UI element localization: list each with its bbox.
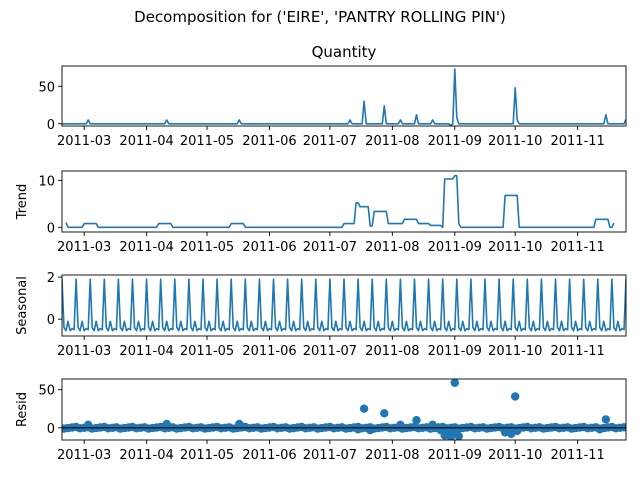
resid-point: [448, 428, 457, 437]
x-tick-label: 2011-07: [303, 448, 357, 463]
x-tick-label: 2011-03: [57, 344, 111, 359]
x-tick-label: 2011-08: [365, 134, 419, 149]
seasonal-line: [62, 278, 626, 332]
x-tick-label: 2011-04: [119, 134, 173, 149]
x-tick-label: 2011-10: [488, 240, 542, 255]
x-tick-label: 2011-04: [119, 448, 173, 463]
x-tick-label: 2011-04: [119, 240, 173, 255]
axes-frame: [61, 170, 627, 233]
y-tick-label: 2: [47, 271, 55, 286]
x-tick-label: 2011-07: [303, 344, 357, 359]
y-axis-label: Resid: [15, 392, 30, 427]
resid-point: [235, 419, 244, 429]
x-tick-label: 2011-06: [242, 344, 296, 359]
resid-point: [450, 379, 459, 387]
x-tick-label: 2011-10: [488, 448, 542, 463]
resid-point: [84, 420, 93, 429]
resid-point: [513, 426, 522, 436]
x-tick-label: 2011-08: [365, 240, 419, 255]
axes-frame: [61, 274, 627, 337]
resid-panel: Resid 0 50 2011-03 2011-04 2011-05 2011-06 2011…: [15, 378, 627, 463]
x-tick-label: 2011-09: [428, 240, 482, 255]
seasonal-panel: Seasonal 0 2 2011-03 2011-04 2011-05 2011-06 20…: [15, 271, 627, 359]
y-tick-label: 0: [47, 118, 55, 133]
x-tick-label: 2011-05: [180, 344, 234, 359]
resid-point: [454, 432, 463, 440]
x-tick-label: 2011-03: [57, 448, 111, 463]
resid-point: [511, 392, 520, 401]
quantity-panel: Quantity 0 50 2011-03 2011-04 2011-05 2011-06 2…: [38, 43, 627, 149]
resid-point: [396, 420, 405, 429]
x-tick-label: 2011-11: [550, 134, 604, 149]
y-tick-label: 0: [47, 422, 55, 437]
y-tick-label: 0: [47, 221, 55, 236]
x-tick-label: 2011-07: [303, 240, 357, 255]
x-tick-label: 2011-03: [57, 134, 111, 149]
x-tick-label: 2011-10: [488, 134, 542, 149]
x-tick-label: 2011-03: [57, 240, 111, 255]
x-tick-label: 2011-06: [242, 134, 296, 149]
resid-point: [162, 419, 171, 429]
y-tick-label: 0: [47, 313, 55, 328]
x-tick-label: 2011-11: [550, 344, 604, 359]
x-tick-label: 2011-04: [119, 344, 173, 359]
panel-title: Quantity: [312, 43, 377, 61]
x-tick-label: 2011-09: [428, 344, 482, 359]
x-tick-label: 2011-06: [242, 240, 296, 255]
x-tick-label: 2011-11: [550, 240, 604, 255]
axes-frame: [61, 65, 627, 127]
x-tick-label: 2011-05: [180, 134, 234, 149]
x-tick-label: 2011-08: [365, 448, 419, 463]
x-tick-label: 2011-06: [242, 448, 296, 463]
y-tick-label: 50: [38, 80, 55, 95]
resid-point: [428, 420, 437, 429]
y-tick-label: 50: [38, 384, 55, 399]
y-axis-label: Trend: [15, 184, 30, 221]
y-tick-label: 10: [38, 174, 55, 189]
x-tick-label: 2011-11: [550, 448, 604, 463]
x-tick-label: 2011-09: [428, 134, 482, 149]
resid-point: [412, 416, 421, 425]
series-line: [65, 174, 615, 229]
resid-point: [601, 415, 611, 424]
resid-point: [595, 425, 604, 434]
x-tick-label: 2011-08: [365, 344, 419, 359]
x-tick-label: 2011-07: [303, 134, 357, 149]
figure-suptitle: Decomposition for ('EIRE', 'PANTRY ROLLI…: [134, 8, 506, 26]
axes-frame: [61, 378, 627, 441]
plot-area: [62, 379, 626, 440]
resid-point: [366, 425, 375, 435]
y-axis-label: Seasonal: [15, 276, 30, 335]
x-tick-label: 2011-10: [488, 344, 542, 359]
plot-area: [65, 174, 615, 229]
series-line: [62, 68, 626, 126]
x-tick-label: 2011-05: [180, 240, 234, 255]
resid-point: [380, 409, 389, 418]
plot-area: [62, 278, 626, 332]
x-tick-label: 2011-05: [180, 448, 234, 463]
resid-point: [353, 425, 363, 434]
x-tick-label: 2011-09: [428, 448, 482, 463]
plot-area: [62, 68, 626, 126]
resid-point: [359, 404, 369, 413]
trend-panel: Trend 0 10 2011-03 2011-04 2011-05 2011-06 2011…: [15, 170, 627, 255]
